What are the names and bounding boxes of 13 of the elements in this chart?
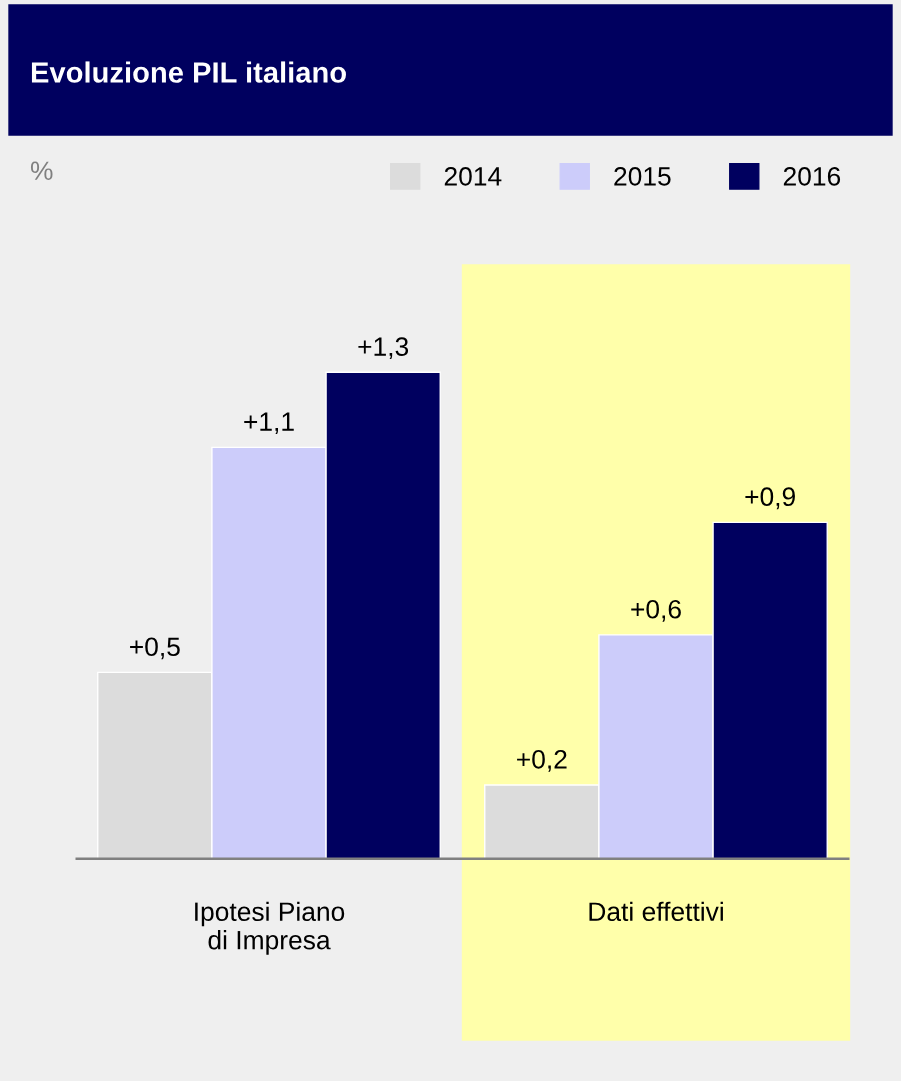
legend-label: 2015	[614, 167, 671, 186]
data-label: +0,2	[517, 749, 567, 772]
data-label: +0,9	[745, 487, 795, 510]
text: %	[30, 161, 53, 180]
x-tick-label: Ipotesi Piano di Impresa	[195, 901, 345, 955]
data-label: +0,5	[130, 637, 180, 660]
data-label: +1,1	[244, 412, 294, 435]
data-label: +0,6	[631, 599, 681, 622]
legend-label: 2014	[444, 167, 502, 186]
legend-label: 2016	[783, 167, 841, 186]
x-tick-label: Dati effettivi	[589, 901, 723, 922]
data-label: +1,3	[358, 337, 409, 360]
chart-title: Evoluzione PIL italiano	[31, 61, 346, 83]
